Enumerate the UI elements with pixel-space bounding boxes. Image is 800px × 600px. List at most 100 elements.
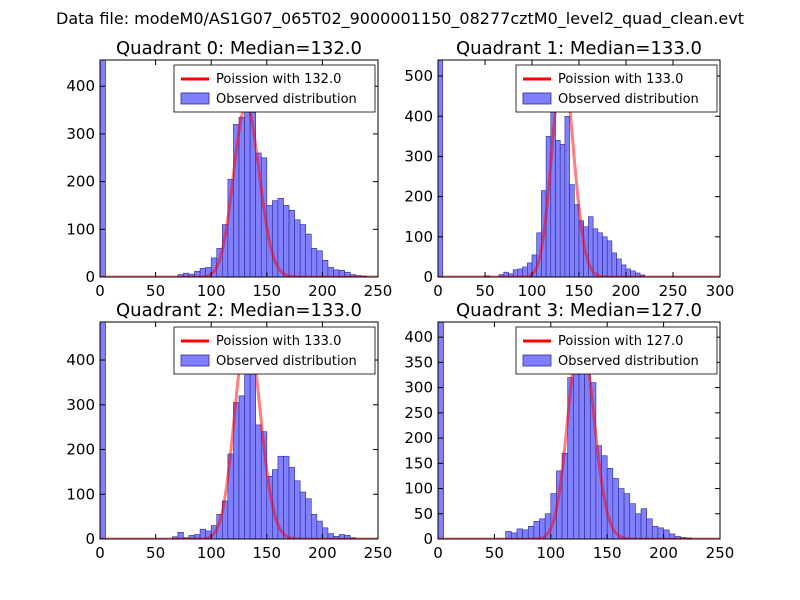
quadrant-0-ytick-label: 100	[66, 220, 95, 238]
quadrant-3-bar	[646, 518, 653, 539]
quadrant-0-plot-area	[100, 60, 378, 277]
quadrant-2-ytick-label: 0	[85, 530, 95, 548]
quadrant-1-plot-area	[438, 60, 720, 277]
quadrant-0-xtick-label: 100	[197, 282, 226, 300]
quadrant-3-bar	[584, 364, 591, 539]
quadrant-0-xtick-label: 250	[364, 282, 393, 300]
quadrant-2-axes-frame	[99, 321, 379, 540]
quadrant-3-bar	[657, 527, 664, 539]
quadrant-2-bar	[238, 395, 245, 539]
quadrant-0-bar	[310, 248, 318, 277]
quadrant-1-bar	[555, 140, 561, 277]
quadrant-3-ytick-label: 50	[414, 505, 433, 523]
quadrant-0-legend-poisson-label: Poission with 132.0	[216, 72, 341, 87]
quadrant-0-legend: Poission with 132.0 Observed distribution	[173, 64, 376, 113]
quadrant-3-bar	[635, 513, 642, 539]
quadrant-3-xtick-label: 250	[706, 544, 735, 562]
quadrant-3-title: Quadrant 3: Median=127.0	[456, 300, 702, 321]
quadrant-3-bar	[516, 528, 523, 539]
quadrant-1-legend-bar-swatch	[522, 92, 552, 105]
quadrant-3-panel: 0 50 100 150 200 250 0 50 100 150 200 250 300 350 400 Q…	[404, 300, 734, 562]
quadrant-1-xtick-label: 250	[659, 282, 688, 300]
quadrant-1-ytick-label: 200	[404, 188, 433, 206]
quadrant-3-ytick-label: 100	[404, 480, 433, 498]
quadrant-0-title: Quadrant 0: Median=132.0	[116, 38, 362, 59]
quadrant-0-ytick-label: 400	[66, 77, 95, 95]
quadrant-1-legend-observed-label: Observed distribution	[558, 92, 699, 107]
quadrant-2-bar	[316, 520, 323, 539]
quadrant-2-ytick-label: 200	[66, 441, 95, 459]
quadrant-3-ytick-label: 250	[404, 404, 433, 422]
quadrant-3-ytick-label: 200	[404, 429, 433, 447]
quadrant-3-bar	[533, 521, 540, 539]
quadrant-2-xtick-label: 0	[95, 544, 105, 562]
quadrant-3-legend: Poission with 127.0 Observed distribution	[515, 326, 718, 375]
quadrant-1-bar	[606, 240, 613, 277]
quadrant-2-legend: Poission with 133.0 Observed distribution	[173, 326, 376, 375]
quadrant-3-bar	[527, 526, 535, 539]
quadrant-2-bar	[322, 527, 329, 539]
quadrant-2-legend-bar-swatch	[180, 354, 210, 367]
quadrant-0-poisson-curve	[100, 103, 378, 277]
quadrant-1-ytick-label: 500	[404, 67, 433, 85]
quadrant-1-bar	[616, 258, 622, 277]
quadrant-1-bar	[620, 264, 627, 277]
quadrant-1-xtick-label: 200	[612, 282, 641, 300]
quadrant-1-xtick-label: 300	[706, 282, 735, 300]
quadrant-0-xtick-label: 50	[146, 282, 165, 300]
quadrant-3-legend-bar-swatch	[522, 354, 552, 367]
quadrant-0-xtick-label: 150	[252, 282, 281, 300]
quadrant-2-bar	[294, 480, 301, 539]
quadrant-0-bar	[100, 60, 106, 277]
quadrant-0-xtick-label: 200	[308, 282, 337, 300]
quadrant-1-poisson-curve	[438, 66, 720, 277]
quadrant-3-bar	[623, 493, 631, 539]
quadrant-2-xtick-label: 200	[308, 544, 337, 562]
quadrant-2-legend-observed-label: Observed distribution	[216, 354, 357, 369]
quadrant-1-ytick-label: 0	[423, 268, 433, 286]
quadrant-3-xtick-label: 0	[433, 544, 443, 562]
quadrant-2-bar	[255, 424, 262, 539]
quadrant-2-title: Quadrant 2: Median=133.0	[116, 300, 362, 321]
quadrant-0-bar	[283, 205, 290, 277]
quadrant-2-bar	[244, 346, 251, 539]
quadrant-0-bar	[305, 233, 312, 277]
quadrant-1-title: Quadrant 1: Median=133.0	[456, 38, 702, 59]
quadrant-1-xtick-label: 0	[433, 282, 443, 300]
quadrant-2-bar	[249, 368, 256, 539]
quadrant-0-axes-frame	[99, 59, 379, 278]
quadrant-2-legend-poisson-label: Poission with 133.0	[216, 334, 341, 349]
quadrant-3-legend-observed-label: Observed distribution	[558, 354, 699, 369]
quadrant-2-xtick-label: 50	[146, 544, 165, 562]
quadrant-0-xtick-label: 0	[95, 282, 105, 300]
quadrant-1-ytick-label: 100	[404, 228, 433, 246]
quadrant-1-bar	[559, 144, 566, 277]
quadrant-0-bar	[294, 219, 301, 277]
quadrant-1-legend: Poission with 133.0 Observed distribution	[515, 64, 718, 113]
quadrant-2-bar	[310, 514, 318, 539]
quadrant-1-xtick-label: 50	[475, 282, 494, 300]
figure-suptitle: Data file: modeM0/AS1G07_065T02_90000011…	[56, 9, 744, 29]
quadrant-3-axes-frame	[437, 321, 721, 540]
quadrant-2-bar	[100, 322, 106, 539]
quadrant-0-panel: 0 50 100 150 200 250 0 100 200 300 400 Quadrant 0: …	[66, 38, 392, 300]
quadrant-0-bar	[322, 260, 329, 277]
quadrant-3-xtick-label: 50	[485, 544, 504, 562]
quadrant-2-xtick-label: 100	[197, 544, 226, 562]
quadrant-3-ytick-label: 300	[404, 379, 433, 397]
quadrant-3-xtick-label: 200	[649, 544, 678, 562]
quadrant-2-xtick-label: 150	[252, 544, 281, 562]
quadrant-2-panel: 0 50 100 150 200 250 0 100 200 300 400 Quadrant 2: …	[66, 300, 392, 562]
quadrant-3-bar	[629, 503, 636, 539]
quadrant-3-bar	[573, 372, 580, 539]
quadrant-3-bar	[652, 526, 659, 539]
quadrant-0-bar	[299, 224, 307, 277]
quadrant-0-ytick-label: 200	[66, 173, 95, 191]
quadrant-2-ytick-label: 400	[66, 351, 95, 369]
quadrant-3-ytick-label: 0	[423, 530, 433, 548]
quadrant-1-bar	[564, 115, 570, 277]
quadrant-1-bar	[597, 232, 603, 277]
quadrant-3-ytick-label: 400	[404, 328, 433, 346]
quadrant-2-bar	[283, 455, 290, 539]
